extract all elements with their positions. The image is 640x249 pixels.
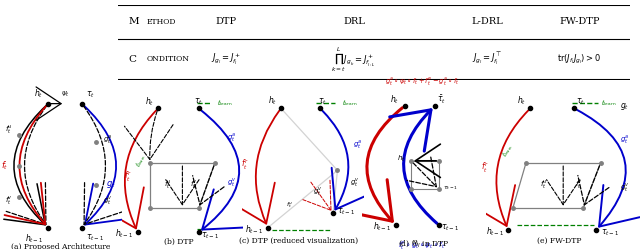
- Text: $\tau_t$: $\tau_t$: [86, 90, 95, 100]
- Text: $g_t^v$: $g_t^v$: [103, 195, 113, 207]
- FancyArrowPatch shape: [166, 166, 199, 205]
- FancyArrowPatch shape: [322, 110, 374, 209]
- Text: DTP: DTP: [215, 17, 237, 26]
- Text: $\ell_\mathrm{learn}$: $\ell_\mathrm{learn}$: [134, 152, 149, 169]
- Text: $g_t^v$: $g_t^v$: [351, 177, 360, 189]
- Text: $h_t$: $h_t$: [268, 95, 276, 107]
- Text: $\bar{\tau}_t$: $\bar{\tau}_t$: [437, 93, 446, 106]
- Text: $\tau_{t-1}$: $\tau_{t-1}$: [337, 206, 356, 217]
- Text: $\tau_{t-1}$: $\tau_{t-1}$: [600, 228, 619, 238]
- Text: $h_t$: $h_t$: [145, 96, 154, 108]
- Text: L-DRL: L-DRL: [471, 17, 503, 26]
- Text: DRL: DRL: [343, 17, 365, 26]
- Text: $g_t^a$: $g_t^a$: [227, 131, 236, 144]
- Text: $f_t^r$: $f_t^r$: [481, 161, 488, 175]
- Text: $g_t^a$: $g_t^a$: [620, 134, 630, 146]
- FancyArrowPatch shape: [36, 87, 61, 120]
- Text: $h_{t-1}$: $h_{t-1}$: [245, 223, 264, 236]
- Text: (d) $\mathfrak{G}_l$ in DTP: (d) $\mathfrak{G}_l$ in DTP: [398, 237, 450, 249]
- Text: ONDITION: ONDITION: [147, 55, 189, 63]
- FancyArrowPatch shape: [470, 110, 529, 226]
- FancyArrowPatch shape: [201, 110, 244, 230]
- Text: $f_t^v$: $f_t^v$: [575, 179, 582, 191]
- Text: $h_{t-1}$: $h_{t-1}$: [25, 232, 43, 245]
- Text: $f_t^r$: $f_t^r$: [124, 170, 131, 185]
- Text: FW-DTP: FW-DTP: [559, 17, 600, 26]
- Text: $h_{t-1}$: $h_{t-1}$: [486, 226, 504, 238]
- Text: M: M: [129, 17, 140, 26]
- Text: $\tau_{t-1}$: $\tau_{t-1}$: [444, 185, 459, 192]
- FancyArrowPatch shape: [390, 110, 437, 223]
- Text: $g_t^a$: $g_t^a$: [353, 138, 362, 151]
- Text: $h_{t-1}$: $h_{t-1}$: [373, 221, 392, 233]
- FancyArrowPatch shape: [547, 166, 580, 205]
- Text: $\tau_{t-1}$: $\tau_{t-1}$: [441, 223, 460, 233]
- Text: $\tau_t$: $\tau_t$: [318, 97, 326, 107]
- Text: $g_t^v$: $g_t^v$: [227, 177, 237, 189]
- Text: $h_t$: $h_t$: [34, 88, 43, 100]
- Text: $f_t^e \circ g_t \circ \psi_t \circ f_t$: $f_t^e \circ g_t \circ \psi_t \circ f_t$: [398, 240, 445, 249]
- FancyArrowPatch shape: [230, 111, 279, 224]
- Text: $J_{g_l} = J_{f_l}^\top$: $J_{g_l} = J_{f_l}^\top$: [472, 51, 502, 67]
- Text: (e) FW-DTP: (e) FW-DTP: [536, 237, 581, 245]
- Text: $h_t$: $h_t$: [516, 95, 526, 107]
- Text: $g_t^a$: $g_t^a$: [103, 133, 112, 145]
- FancyArrowPatch shape: [578, 166, 609, 205]
- Text: $\ell_\mathrm{learn}$: $\ell_\mathrm{learn}$: [600, 98, 616, 108]
- FancyArrowPatch shape: [193, 166, 224, 205]
- Text: $f_t$: $f_t$: [1, 159, 8, 172]
- Text: $f_t^u$: $f_t^u$: [540, 179, 547, 191]
- FancyArrowPatch shape: [100, 110, 156, 228]
- Text: C: C: [129, 55, 137, 64]
- Text: $f_t^v$: $f_t^v$: [4, 195, 13, 207]
- FancyArrowPatch shape: [84, 106, 126, 225]
- Text: $f_t^u$: $f_t^u$: [164, 179, 172, 191]
- Text: $\tau_{t-1}$: $\tau_{t-1}$: [86, 232, 104, 243]
- Text: $\psi_t$: $\psi_t$: [61, 90, 69, 99]
- Text: $g_t$: $g_t$: [106, 179, 115, 190]
- FancyArrowPatch shape: [6, 106, 47, 224]
- Text: $\ell_\mathrm{learn}$: $\ell_\mathrm{learn}$: [500, 142, 516, 159]
- Text: $g_t^a \circ \psi_t \circ f_t + f_t^e - g_t^a \circ f_t$: $g_t^a \circ \psi_t \circ f_t + f_t^e - …: [385, 76, 459, 88]
- Text: $g_t$: $g_t$: [620, 101, 629, 112]
- Text: $h_{t-1}$: $h_{t-1}$: [115, 227, 134, 240]
- Text: $f_t^u$: $f_t^u$: [4, 124, 13, 136]
- Text: $\ell_\mathrm{learn}$: $\ell_\mathrm{learn}$: [217, 98, 232, 108]
- Text: (c) DTP (reduced visualization): (c) DTP (reduced visualization): [239, 237, 358, 245]
- Text: $f_t^v$: $f_t^v$: [190, 179, 198, 191]
- FancyArrowPatch shape: [303, 180, 331, 210]
- FancyArrowPatch shape: [407, 157, 436, 187]
- Text: $\tau_t$: $\tau_t$: [194, 97, 203, 107]
- Text: $f_t^u$: $f_t^u$: [286, 200, 293, 210]
- Text: $\tau_t$: $\tau_t$: [577, 97, 585, 107]
- FancyArrowPatch shape: [83, 106, 124, 224]
- FancyArrowPatch shape: [577, 110, 640, 227]
- Text: $h_t$: $h_t$: [390, 93, 399, 106]
- Text: $\tau_{t-1}$: $\tau_{t-1}$: [200, 230, 219, 241]
- FancyArrowPatch shape: [124, 111, 173, 159]
- Text: (a) Proposed Architecture: (a) Proposed Architecture: [11, 243, 111, 249]
- FancyArrowPatch shape: [351, 108, 403, 221]
- Text: $\mathrm{tr}(J_{f_l} J_{g_l}) > 0$: $\mathrm{tr}(J_{f_l} J_{g_l}) > 0$: [557, 53, 601, 66]
- Text: $g_t^v$: $g_t^v$: [313, 186, 323, 198]
- Text: $g_t^v$: $g_t^v$: [620, 181, 630, 194]
- Text: $J_{g_l} = J_{f_l}^+$: $J_{g_l} = J_{f_l}^+$: [211, 52, 241, 67]
- Text: $\ell_\mathrm{learn}$: $\ell_\mathrm{learn}$: [342, 98, 357, 108]
- Text: $\prod_{k=t}^{L} J_{g_k} = J_{f_{l:L}}^+$: $\prod_{k=t}^{L} J_{g_k} = J_{f_{l:L}}^+…: [332, 45, 376, 74]
- Text: (b) DTP: (b) DTP: [164, 238, 193, 246]
- Text: $h_t$: $h_t$: [397, 154, 406, 164]
- FancyArrowPatch shape: [4, 106, 46, 225]
- FancyArrowPatch shape: [4, 106, 46, 224]
- Text: $f_t^r$: $f_t^r$: [241, 158, 248, 173]
- Text: ETHOD: ETHOD: [147, 18, 176, 26]
- FancyArrowPatch shape: [415, 144, 440, 178]
